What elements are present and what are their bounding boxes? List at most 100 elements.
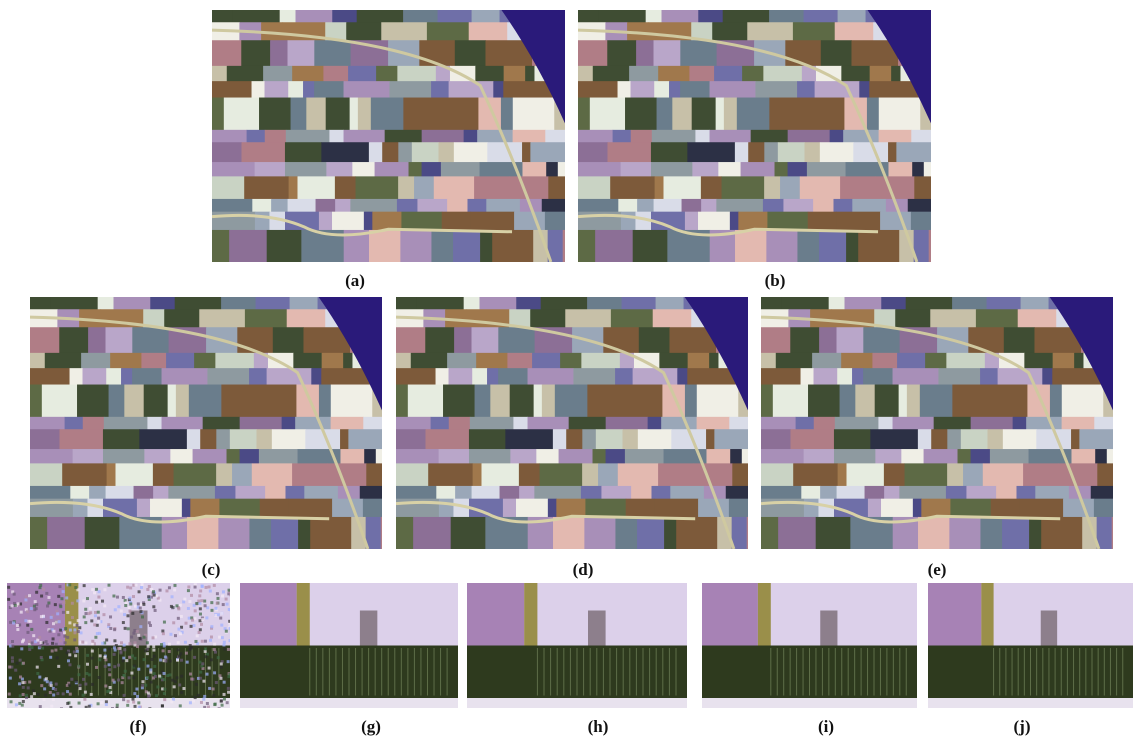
field xyxy=(578,10,599,23)
field xyxy=(30,353,45,369)
field xyxy=(265,486,286,499)
field xyxy=(670,486,704,499)
noise xyxy=(196,634,199,637)
field xyxy=(141,353,166,369)
field xyxy=(252,81,265,98)
field xyxy=(836,212,880,231)
noise xyxy=(195,602,198,605)
field xyxy=(788,130,830,143)
field xyxy=(473,463,482,486)
field xyxy=(914,176,958,199)
field xyxy=(595,230,633,268)
field xyxy=(170,449,193,464)
noise xyxy=(52,698,55,701)
field xyxy=(413,517,451,555)
noise xyxy=(95,588,98,591)
field xyxy=(742,66,764,82)
noise xyxy=(162,649,165,652)
noise xyxy=(146,676,149,679)
field xyxy=(439,499,454,518)
noise xyxy=(147,692,150,695)
field xyxy=(487,368,499,385)
noise xyxy=(105,700,108,703)
field xyxy=(240,417,282,430)
noise xyxy=(150,681,153,684)
field xyxy=(447,199,468,212)
field xyxy=(503,81,545,98)
noise xyxy=(202,698,205,701)
noise xyxy=(146,588,149,591)
field xyxy=(1094,499,1135,518)
field xyxy=(656,297,684,310)
noise xyxy=(124,604,127,607)
field xyxy=(1107,449,1135,464)
field xyxy=(631,81,655,98)
noise xyxy=(120,609,123,612)
noise xyxy=(187,589,190,592)
panel-image xyxy=(761,297,1135,555)
field xyxy=(396,353,411,369)
noise xyxy=(123,648,126,651)
noise xyxy=(220,700,223,703)
image-content xyxy=(212,10,595,268)
noise xyxy=(29,620,32,623)
noise xyxy=(68,684,71,687)
field xyxy=(314,40,351,66)
field xyxy=(596,429,623,449)
noise xyxy=(66,690,69,693)
field xyxy=(332,10,357,23)
field xyxy=(906,297,953,310)
noise xyxy=(81,641,84,644)
field xyxy=(918,429,932,449)
field xyxy=(819,327,837,353)
noise xyxy=(198,594,201,597)
noise xyxy=(122,674,125,677)
noise xyxy=(180,691,183,694)
noise xyxy=(59,629,62,632)
field xyxy=(510,449,536,464)
field xyxy=(194,353,216,369)
noise xyxy=(68,663,71,666)
field xyxy=(924,449,958,464)
noise xyxy=(203,706,206,709)
noise xyxy=(182,687,185,690)
field xyxy=(507,353,532,369)
field xyxy=(565,309,611,327)
noise xyxy=(227,687,230,690)
field xyxy=(472,327,499,353)
field xyxy=(952,297,987,310)
noise xyxy=(20,611,23,614)
noise xyxy=(128,597,131,600)
noise xyxy=(74,586,77,589)
field xyxy=(516,499,548,518)
field xyxy=(655,176,664,199)
field xyxy=(722,176,765,199)
field xyxy=(560,353,582,369)
field xyxy=(270,40,288,66)
noise xyxy=(174,680,177,683)
field xyxy=(884,486,900,499)
noise xyxy=(22,693,25,696)
noise xyxy=(217,656,220,659)
noise xyxy=(76,599,79,602)
noise xyxy=(128,610,131,613)
field xyxy=(519,486,535,499)
field xyxy=(212,230,230,268)
field xyxy=(998,368,1043,385)
field xyxy=(504,66,526,82)
noise xyxy=(68,621,71,624)
noise xyxy=(45,592,48,595)
field xyxy=(835,22,874,40)
noise xyxy=(77,665,80,668)
field xyxy=(949,517,981,555)
field xyxy=(397,66,436,82)
field xyxy=(706,449,730,464)
purple-field xyxy=(702,583,758,646)
noise xyxy=(222,590,225,593)
noise xyxy=(148,707,151,710)
field xyxy=(271,517,299,555)
field xyxy=(104,417,148,430)
noise xyxy=(147,645,150,648)
noise xyxy=(66,702,69,705)
field xyxy=(729,417,762,430)
